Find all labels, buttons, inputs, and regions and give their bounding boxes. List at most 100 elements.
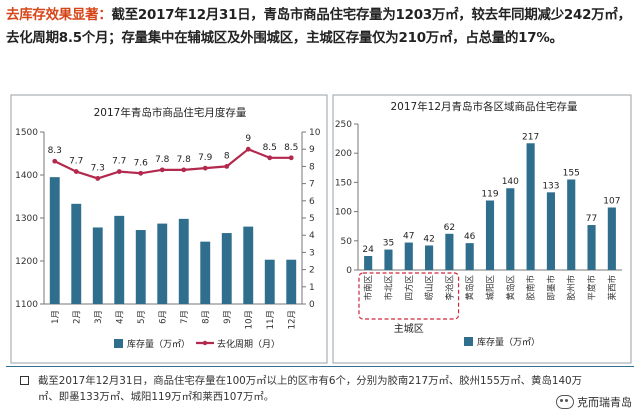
chart1-y-tick-label: 1500 [15, 128, 38, 138]
chart1-legend-bar-label: 库存量（万㎡） [127, 338, 190, 350]
chart2-x-tick-label: 黄岛区 [505, 275, 516, 301]
chart1-bar [49, 177, 60, 304]
chart1-legend-bar-swatch [114, 339, 123, 348]
chart1-cycle-line [54, 147, 292, 180]
chart2-bar [364, 255, 373, 270]
chart1-x-tick-label: 7月 [180, 310, 190, 324]
chart2-data-label: 47 [403, 232, 414, 242]
headline-text: 截至2017年12月31日，青岛市商品住宅存量为1203万㎡，较去年同期减少24… [6, 8, 631, 46]
chart1-cycle-point [52, 158, 58, 164]
chart2-legend-label: 库存量（万㎡） [477, 336, 540, 348]
chart2-data-label: 24 [362, 245, 374, 255]
chart1-cycle-point [202, 165, 208, 171]
chart2-y-tick-label: 250 [335, 120, 352, 130]
chart1-y2-tick-label: 10 [309, 128, 321, 138]
chart2-x-tick-label: 崂山区 [424, 275, 435, 301]
chart1-x-tick-label: 11月 [266, 310, 276, 329]
chart1-x-tick-label: 12月 [287, 310, 297, 329]
chart2-bar [425, 245, 434, 270]
chart2-legend-swatch [464, 337, 473, 346]
chart2-x-tick-label: 市北区 [383, 275, 394, 301]
chart1-y-tick-label: 1200 [15, 257, 38, 267]
chart2-bar [567, 179, 576, 270]
chart2-y-tick-label: 0 [346, 266, 352, 276]
chart2-bar [445, 233, 454, 270]
chart2-data-label: 155 [563, 168, 580, 178]
chart1-y2-tick-label: 1 [309, 283, 315, 293]
wechat-icon [556, 395, 574, 409]
chart2-data-label: 133 [542, 181, 559, 191]
chart1-cycle-data-label: 7.8 [177, 155, 192, 165]
chart1-bar [114, 215, 125, 304]
chart1-y2-tick-label: 5 [309, 214, 315, 224]
chart1-cycle-data-label: 7.7 [69, 157, 83, 167]
chart1-y2-tick-label: 7 [309, 180, 315, 190]
footnote: 截至2017年12月31日，商品住宅存量在100万㎡以上的区市有6个，分别为胶南… [38, 375, 583, 403]
chart1-x-tick-label: 1月 [51, 310, 61, 324]
chart2-y-tick-label: 150 [335, 178, 352, 188]
footer-divider [6, 366, 634, 367]
chart2-x-tick-label: 黄岛区 [465, 275, 476, 301]
chart1-cycle-point [267, 155, 273, 161]
chart2-bar [384, 249, 393, 270]
chart1-bar [157, 223, 168, 304]
chart2-data-label: 119 [481, 190, 498, 200]
chart1-x-tick-label: 10月 [244, 310, 254, 329]
chart1-x-tick-label: 6月 [158, 310, 168, 324]
chart1-y2-tick-label: 3 [309, 248, 315, 258]
chart1-bar [71, 203, 82, 304]
chart1-cycle-data-label: 7.6 [134, 158, 149, 168]
chart1-x-tick-label: 2月 [72, 310, 82, 324]
chart2-data-label: 77 [586, 214, 597, 224]
watermark-text: 克而瑞青岛 [577, 396, 632, 409]
chart1-cycle-data-label: 8.5 [284, 143, 298, 153]
chart2-x-tick-label: 四方区 [404, 275, 415, 301]
chart1-legend-line-label: 去化周期（月） [217, 338, 280, 350]
chart2-bar [485, 200, 495, 270]
chart2-x-tick-label: 李沧区 [444, 275, 455, 301]
chart1-cycle-data-label: 7.9 [198, 153, 213, 163]
chart2-y-tick-label: 50 [341, 237, 353, 247]
chart2-bar [546, 192, 555, 270]
chart1-y2-tick-label: 2 [309, 266, 315, 276]
chart1-cycle-point [116, 169, 122, 174]
chart2-data-label: 46 [464, 232, 476, 242]
chart2-bar [587, 225, 596, 270]
chart1-bar [264, 259, 275, 304]
chart1-x-tick-label: 9月 [223, 310, 233, 324]
chart1-bar [135, 230, 146, 304]
chart1-frame [10, 94, 328, 364]
chart2-y-tick-label: 200 [335, 149, 352, 159]
footnote-bullet-icon [20, 376, 29, 385]
chart1-cycle-data-label: 7.7 [112, 157, 126, 167]
chart2-frame [332, 94, 632, 364]
chart2-data-label: 217 [522, 132, 539, 142]
chart2-bar [465, 243, 474, 270]
chart1-bar [286, 259, 297, 304]
chart2-x-tick-label: 莱西市 [607, 275, 618, 301]
chart1-x-tick-label: 4月 [115, 310, 125, 324]
chart2-x-tick-label: 市南区 [363, 275, 374, 301]
chart1-y2-tick-label: 0 [309, 300, 315, 310]
chart2-bar [506, 188, 515, 270]
chart1-bar [200, 241, 211, 304]
chart2-x-tick-label: 平度市 [587, 275, 598, 301]
chart2-main-district-outline [358, 272, 460, 320]
chart2-data-label: 42 [423, 234, 434, 244]
chart1-cycle-data-label: 8.3 [48, 146, 62, 156]
chart1-x-tick-label: 8月 [201, 310, 211, 324]
chart1-cycle-point [73, 169, 79, 174]
chart2-x-tick-label: 胶州市 [566, 275, 577, 301]
chart1-x-tick-label: 5月 [137, 310, 147, 324]
chart1-y-tick-label: 1400 [15, 171, 38, 181]
chart1-legend-line-marker [202, 340, 208, 346]
chart1-bar [92, 227, 103, 304]
chart1-cycle-point [181, 167, 187, 173]
chart2-data-label: 107 [603, 197, 620, 207]
chart1-bar [178, 218, 189, 304]
chart2-data-label: 35 [383, 239, 394, 249]
chart1-cycle-point [138, 170, 144, 176]
chart1-cycle-point [245, 146, 251, 152]
chart1-y-tick-label: 1100 [15, 300, 38, 310]
chart2-data-label: 62 [444, 223, 455, 233]
